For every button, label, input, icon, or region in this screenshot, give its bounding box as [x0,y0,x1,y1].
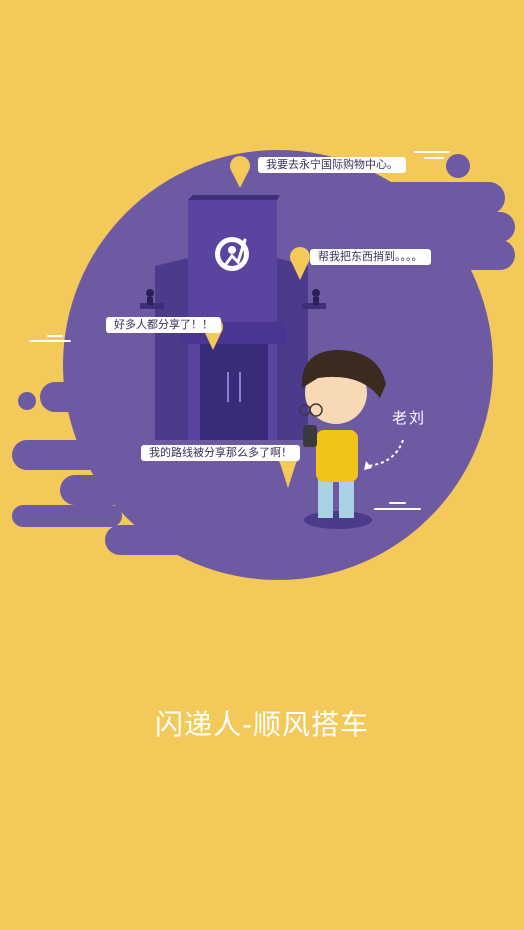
wind-lines [29,151,450,510]
arrow-head-icon [364,461,372,470]
app-title: 闪递人-顺风搭车 [154,708,370,741]
speech-bubble-delivery: 帮我把东西捎到。。。。 [310,249,431,265]
character-laoliu [299,350,386,529]
cloud-stripes [12,154,515,555]
speech-bubble-destination: 我要去永宁国际购物中心。 [258,157,406,173]
balcony-figures [146,289,320,305]
speech-bubble-route: 我的路线被分享那么多了啊！ [141,445,300,461]
character-name-label: 老刘 [392,409,427,427]
running-person-logo-icon [215,237,249,271]
speech-bubble-shared: 好多人都分享了！！ [106,317,221,333]
